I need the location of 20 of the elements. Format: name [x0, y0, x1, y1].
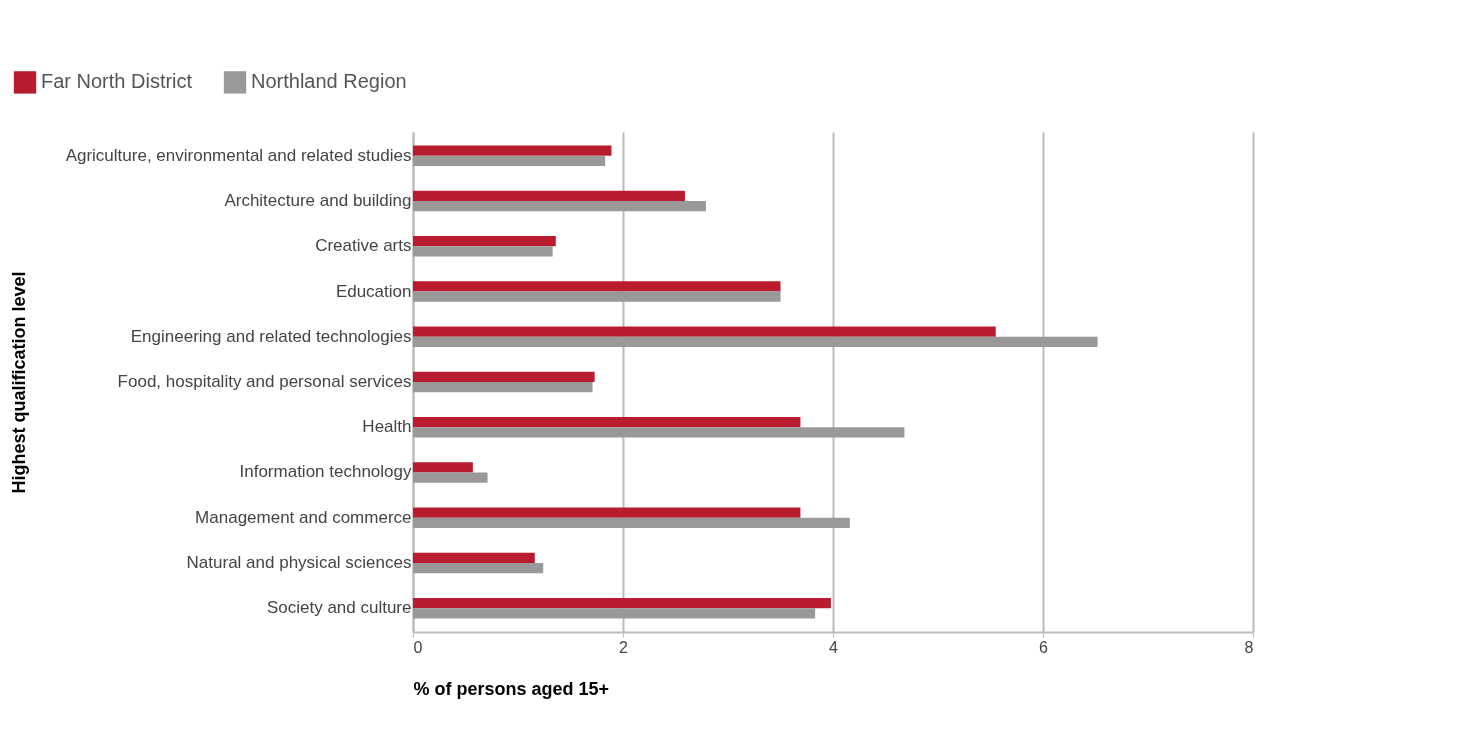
x-tick-label: 8 — [1244, 638, 1254, 656]
x-tick-label: 4 — [829, 638, 839, 656]
y-tick-label: Architecture and building — [224, 191, 412, 210]
legend-label: Northland Region — [251, 70, 407, 93]
y-tick-label: Society and culture — [266, 598, 412, 618]
y-axis-title: Highest qualification level — [8, 271, 29, 494]
y-tick-label: Health — [362, 417, 412, 437]
legend-label: Far North District — [41, 70, 193, 93]
x-tick-label: 2 — [619, 638, 629, 656]
x-axis-title: % of persons aged 15+ — [413, 678, 610, 699]
y-tick-label: Engineering and related technologies — [130, 326, 412, 346]
y-tick-label: Food, hospitality and personal services — [117, 372, 412, 391]
y-tick-label: Education — [335, 281, 412, 301]
x-tick-label: 6 — [1039, 638, 1049, 656]
y-tick-label: Creative arts — [315, 236, 412, 256]
y-tick-label: Natural and physical sciences — [186, 553, 412, 572]
y-tick-label: Management and commerce — [195, 507, 412, 527]
y-tick-label: Information technology — [239, 462, 412, 482]
y-tick-label: Agriculture, environmental and related studies — [65, 145, 412, 165]
x-tick-label: 0 — [413, 638, 423, 656]
